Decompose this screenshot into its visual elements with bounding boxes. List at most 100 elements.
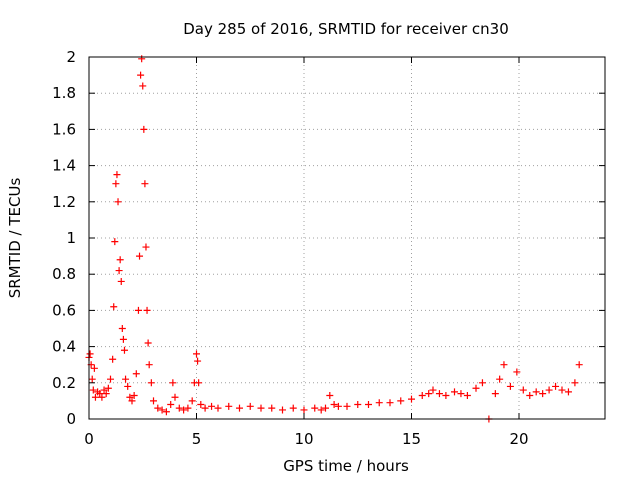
- data-point: [500, 361, 508, 369]
- data-point: [311, 404, 319, 412]
- data-point: [435, 390, 443, 398]
- data-point: [167, 401, 175, 409]
- y-tick-label: 1.6: [52, 120, 76, 138]
- data-point: [246, 402, 254, 410]
- data-point: [154, 404, 162, 412]
- data-point: [110, 303, 118, 311]
- data-point: [122, 375, 130, 383]
- x-tick-label: 20: [509, 430, 528, 448]
- data-point: [116, 256, 124, 264]
- x-tick-label: 0: [84, 430, 94, 448]
- data-point: [100, 386, 108, 394]
- data-point: [532, 388, 540, 396]
- data-point: [88, 375, 96, 383]
- data-point: [96, 390, 104, 398]
- data-point: [184, 404, 192, 412]
- data-point: [326, 391, 334, 399]
- data-point: [279, 406, 286, 414]
- data-point: [539, 390, 547, 398]
- data-point: [117, 277, 125, 285]
- data-point: [132, 370, 140, 378]
- data-point: [138, 55, 146, 63]
- y-tick-label: 1.2: [52, 193, 76, 211]
- data-point: [365, 401, 372, 409]
- data-point: [130, 391, 138, 399]
- data-point: [478, 379, 486, 387]
- data-point: [147, 379, 155, 387]
- data-point: [118, 325, 126, 332]
- data-point: [115, 267, 123, 275]
- data-point: [86, 350, 94, 358]
- data-point: [180, 406, 188, 414]
- data-point: [519, 386, 527, 394]
- data-point: [141, 180, 149, 188]
- data-point: [442, 391, 450, 399]
- data-point: [268, 404, 276, 412]
- data-point: [236, 404, 243, 412]
- x-tick-label: 5: [192, 430, 202, 448]
- data-point: [300, 406, 308, 414]
- x-tick-label: 15: [402, 430, 421, 448]
- data-point: [111, 238, 119, 246]
- data-point: [188, 397, 196, 405]
- data-point: [102, 390, 110, 398]
- data-point: [571, 379, 579, 387]
- data-point: [526, 391, 534, 399]
- data-point: [322, 404, 329, 412]
- data-point: [552, 382, 560, 390]
- data-point: [107, 375, 114, 383]
- data-point: [463, 391, 471, 399]
- data-point: [289, 404, 297, 412]
- data-point: [171, 393, 179, 401]
- data-point: [408, 395, 415, 403]
- data-point: [317, 406, 325, 414]
- data-point: [208, 402, 216, 410]
- data-point: [140, 125, 148, 133]
- data-point: [330, 401, 338, 409]
- data-point: [334, 402, 342, 410]
- data-point: [257, 404, 265, 412]
- y-tick-label: 1.4: [52, 157, 76, 175]
- x-axis-label: GPS time / hours: [283, 457, 409, 475]
- data-point: [91, 393, 99, 401]
- data-point: [197, 401, 205, 409]
- data-point: [225, 402, 233, 410]
- data-point: [113, 171, 121, 179]
- data-point: [120, 346, 128, 354]
- data-point: [418, 391, 426, 399]
- data-points: [85, 55, 583, 423]
- data-point: [457, 390, 465, 398]
- y-tick-label: 0.8: [52, 265, 76, 283]
- data-point: [214, 404, 222, 412]
- data-point: [194, 357, 202, 365]
- y-tick-label: 0.4: [52, 338, 76, 356]
- data-point: [114, 198, 122, 206]
- data-point: [142, 243, 150, 251]
- data-point: [98, 393, 106, 401]
- data-point: [104, 384, 112, 392]
- data-point: [201, 404, 209, 412]
- data-point: [375, 399, 383, 407]
- data-point: [137, 71, 145, 79]
- data-point: [145, 361, 153, 369]
- data-point: [425, 390, 433, 398]
- data-point: [472, 384, 480, 392]
- data-point: [397, 397, 405, 405]
- data-point: [124, 382, 132, 390]
- y-tick-label: 1.8: [52, 84, 76, 102]
- axis-ticks: 00.20.40.60.811.21.41.61.820 5 10 15 20: [52, 48, 605, 448]
- data-point: [143, 306, 151, 314]
- data-point: [496, 375, 504, 383]
- data-point: [451, 388, 458, 396]
- y-tick-label: 0.2: [52, 374, 76, 392]
- data-point: [109, 355, 117, 363]
- data-point: [195, 379, 203, 387]
- data-point: [558, 386, 566, 394]
- data-point: [150, 397, 157, 405]
- data-point: [343, 402, 351, 410]
- data-point: [491, 390, 499, 398]
- data-point: [175, 404, 183, 412]
- data-point: [506, 382, 514, 390]
